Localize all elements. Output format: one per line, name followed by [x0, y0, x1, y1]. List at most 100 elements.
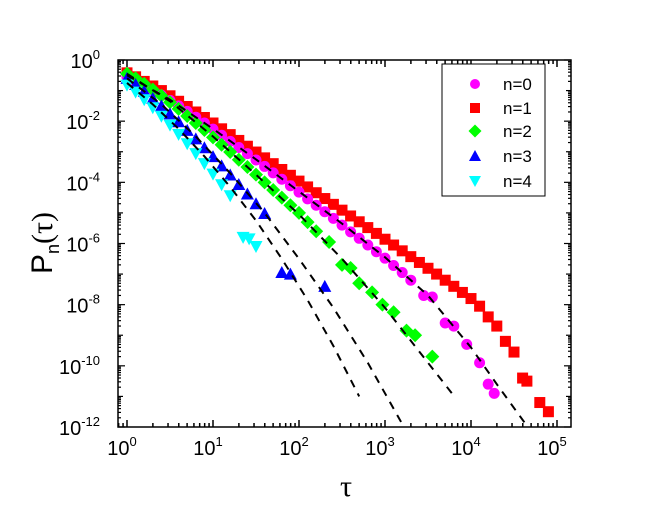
- triangle-up-marker: [318, 279, 332, 292]
- dashed-fit-lines: [126, 72, 529, 427]
- x-axis-title: τ: [340, 470, 352, 503]
- square-marker: [439, 274, 451, 286]
- x-tick-label: 102: [279, 434, 308, 460]
- square-marker: [491, 320, 503, 332]
- square-marker: [465, 293, 477, 305]
- circle-marker: [293, 186, 305, 198]
- circle-marker: [353, 232, 365, 244]
- triangle-down-marker: [137, 94, 151, 107]
- square-marker: [353, 216, 365, 228]
- diamond-marker: [292, 205, 306, 220]
- legend-label: n=4: [503, 172, 532, 191]
- triangle-down-marker: [120, 79, 134, 92]
- legend-item-n-4: n=4: [469, 172, 532, 191]
- triangle-down-marker: [242, 233, 256, 246]
- legend-box: [441, 63, 546, 197]
- triangle-up-marker: [180, 123, 194, 136]
- y-tick-labels: 100 10-2 10-4 10-6 10-8 10-10 10-12: [59, 47, 100, 440]
- svg-text:Pn(τ): Pn(τ): [26, 212, 63, 274]
- square-marker: [310, 187, 322, 199]
- triangle-up-marker: [469, 150, 481, 161]
- y-tick-label: 10-10: [59, 353, 100, 379]
- circle-marker: [474, 357, 486, 369]
- square-marker: [327, 198, 339, 210]
- square-marker: [302, 181, 314, 193]
- y-title-sub: n: [43, 244, 63, 254]
- square-marker: [448, 280, 460, 292]
- axis-ticks: [117, 59, 571, 428]
- square-marker: [276, 163, 288, 175]
- y-tick-label: 100: [71, 47, 100, 73]
- square-marker: [396, 245, 408, 257]
- triangle-up-marker: [189, 132, 203, 145]
- triangle-down-marker: [249, 241, 263, 254]
- triangle-down-marker: [172, 128, 186, 141]
- fit-line-3: [126, 74, 529, 427]
- y-tick-label: 10-12: [59, 414, 100, 440]
- square-marker: [413, 256, 425, 268]
- diamond-marker: [386, 305, 401, 320]
- legend-item-n-0: n=0: [470, 75, 532, 94]
- square-marker: [336, 204, 348, 216]
- legend-label: n=0: [503, 75, 532, 94]
- square-marker: [542, 406, 554, 418]
- triangle-down-marker: [129, 86, 143, 99]
- y-axis-title: Pn(τ): [26, 212, 63, 274]
- triangle-down-marker: [146, 102, 160, 115]
- triangle-down-marker: [469, 176, 481, 187]
- fit-line-2: [126, 72, 457, 399]
- square-marker: [362, 222, 374, 234]
- data-series: [120, 66, 554, 418]
- square-marker: [250, 146, 262, 158]
- y-tick-label: 10-8: [66, 292, 100, 318]
- square-marker: [319, 193, 331, 205]
- square-marker: [259, 152, 271, 164]
- fit-line-0: [126, 82, 361, 397]
- y-tick-label: 10-6: [66, 230, 100, 256]
- circle-marker: [345, 226, 357, 238]
- square-marker: [241, 140, 253, 152]
- square-marker: [233, 134, 245, 146]
- diamond-marker: [468, 124, 482, 138]
- y-tick-label: 10-4: [66, 169, 100, 195]
- circle-marker: [470, 79, 480, 89]
- x-tick-label: 105: [537, 434, 566, 460]
- square-marker: [534, 397, 546, 409]
- plot-area: [120, 66, 554, 427]
- legend-label: n=3: [503, 147, 532, 166]
- diamond-marker: [352, 276, 367, 291]
- y-title-arg: (τ): [26, 212, 59, 244]
- square-marker: [431, 268, 443, 280]
- legend: n=0 n=1 n=2 n=3 n=4: [441, 63, 546, 197]
- square-marker: [474, 300, 486, 312]
- square-marker: [405, 251, 417, 263]
- triangle-down-marker: [197, 158, 211, 171]
- diamond-marker: [322, 234, 337, 249]
- square-marker: [482, 311, 494, 323]
- fit-line-1: [126, 77, 404, 425]
- square-marker: [388, 239, 400, 251]
- series-n-4: [120, 79, 263, 254]
- triangle-up-marker: [215, 159, 229, 172]
- x-tick-labels: 100 101 102 103 104 105: [107, 434, 566, 460]
- circle-marker: [418, 289, 430, 301]
- square-marker: [379, 233, 391, 245]
- square-marker: [293, 175, 305, 187]
- triangle-down-marker: [223, 190, 237, 203]
- square-marker: [508, 346, 520, 358]
- triangle-down-marker: [154, 110, 168, 123]
- square-marker: [370, 227, 382, 239]
- legend-item-n-3: n=3: [469, 147, 532, 166]
- square-marker: [521, 375, 533, 387]
- circle-marker: [426, 291, 438, 303]
- triangle-down-marker: [180, 138, 194, 151]
- square-marker: [284, 169, 296, 181]
- x-tick-label: 101: [193, 434, 222, 460]
- square-marker: [267, 158, 279, 170]
- square-marker: [224, 129, 236, 141]
- square-marker: [207, 117, 219, 129]
- triangle-up-marker: [275, 266, 289, 279]
- series-n-1: [121, 67, 554, 418]
- series-n-2: [120, 66, 440, 364]
